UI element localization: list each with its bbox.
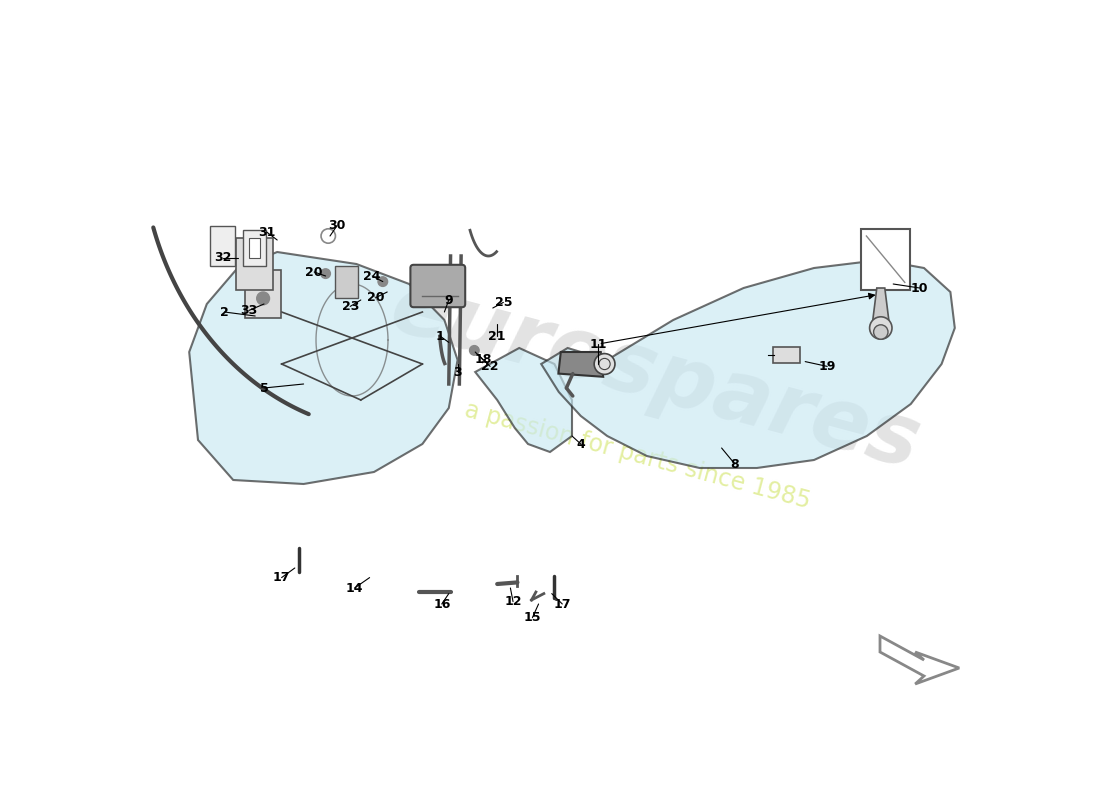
Text: 14: 14 (345, 582, 363, 594)
Text: 4: 4 (576, 438, 585, 450)
Text: 17: 17 (553, 598, 571, 610)
FancyBboxPatch shape (336, 266, 358, 298)
Text: 10: 10 (911, 282, 928, 294)
Text: 25: 25 (495, 296, 513, 309)
FancyBboxPatch shape (861, 229, 911, 290)
Circle shape (378, 277, 387, 286)
FancyBboxPatch shape (773, 347, 800, 363)
Circle shape (594, 354, 615, 374)
Text: 20: 20 (367, 291, 385, 304)
Text: 31: 31 (258, 226, 275, 238)
Circle shape (870, 317, 892, 339)
Polygon shape (559, 352, 603, 377)
FancyBboxPatch shape (243, 230, 265, 266)
Polygon shape (475, 348, 572, 452)
Text: 1: 1 (436, 330, 444, 342)
Circle shape (873, 325, 888, 339)
Text: 2: 2 (220, 306, 229, 318)
Circle shape (470, 346, 480, 355)
Text: 5: 5 (260, 382, 268, 394)
Text: a passion for parts since 1985: a passion for parts since 1985 (462, 398, 814, 514)
Text: 18: 18 (474, 354, 492, 366)
Text: 9: 9 (444, 294, 453, 306)
Bar (249, 238, 260, 258)
Text: 11: 11 (590, 338, 607, 350)
Text: 3: 3 (453, 366, 462, 378)
Circle shape (321, 269, 330, 278)
Text: 21: 21 (488, 330, 506, 342)
Polygon shape (541, 260, 955, 468)
FancyBboxPatch shape (245, 270, 282, 318)
Text: 15: 15 (524, 611, 541, 624)
Text: eurospares: eurospares (382, 266, 930, 486)
Text: 33: 33 (241, 304, 257, 317)
Text: 16: 16 (433, 598, 450, 610)
Text: 19: 19 (818, 360, 836, 373)
Polygon shape (189, 252, 458, 484)
Text: 20: 20 (306, 266, 323, 278)
Text: 32: 32 (214, 251, 231, 264)
FancyBboxPatch shape (410, 265, 465, 307)
Text: 8: 8 (730, 458, 739, 470)
Polygon shape (872, 288, 889, 320)
Text: 30: 30 (329, 219, 345, 232)
Text: 23: 23 (342, 300, 359, 313)
Text: 17: 17 (273, 571, 290, 584)
FancyBboxPatch shape (210, 226, 234, 266)
Text: 22: 22 (482, 360, 499, 373)
Text: 12: 12 (504, 595, 521, 608)
FancyBboxPatch shape (236, 238, 273, 290)
Text: 24: 24 (363, 270, 381, 282)
Circle shape (256, 292, 270, 305)
